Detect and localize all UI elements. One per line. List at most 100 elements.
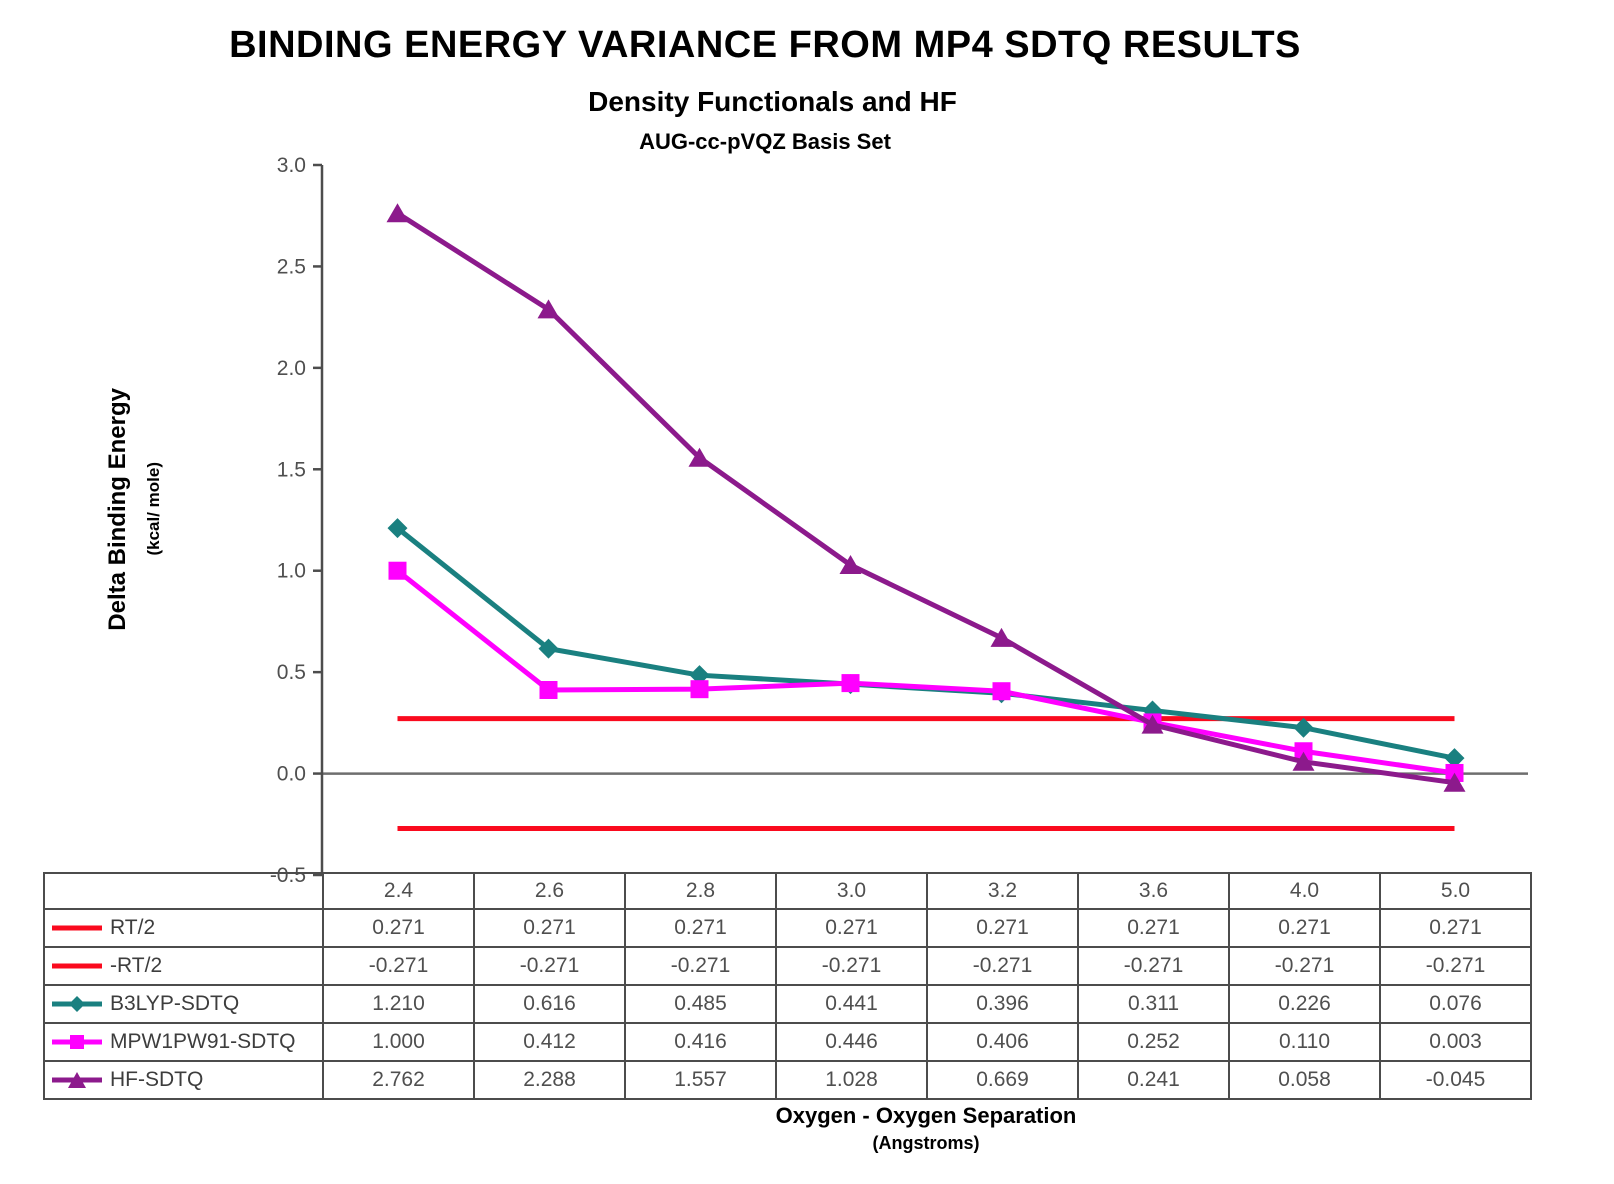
table-value-cell: 0.485 <box>624 984 777 1024</box>
table-value-cell: 0.271 <box>473 908 626 948</box>
table-value-cell: 0.441 <box>775 984 928 1024</box>
table-value-cell: 0.271 <box>1228 908 1381 948</box>
table-value-cell: 0.616 <box>473 984 626 1024</box>
category-header: 2.4 <box>322 872 475 910</box>
y-tick-label: 2.0 <box>277 357 306 380</box>
table-value-cell: 0.076 <box>1379 984 1532 1024</box>
legend-cell: MPW1PW91-SDTQ <box>43 1022 324 1062</box>
table-value-cell: 0.252 <box>1077 1022 1230 1062</box>
table-row: HF-SDTQ 2.762 2.288 1.557 1.028 0.669 0.241 0.0… <box>43 1060 1532 1100</box>
chart-subtitle: Density Functionals and HF <box>588 86 957 117</box>
legend-cell: B3LYP-SDTQ <box>43 984 324 1024</box>
y-tick-label: 2.5 <box>277 255 306 278</box>
square-marker <box>539 680 558 699</box>
table-value-cell: 0.110 <box>1228 1022 1381 1062</box>
table-row: RT/2 0.271 0.271 0.271 0.271 0.271 0.271 0.271 0… <box>43 908 1532 948</box>
series-line <box>395 568 1455 776</box>
table-value-cell: 2.762 <box>322 1060 475 1100</box>
y-tick-label: 0.5 <box>277 661 306 684</box>
series-line <box>395 526 1455 761</box>
table-value-cell: 0.271 <box>1077 908 1230 948</box>
table-value-cell: 0.271 <box>1379 908 1532 948</box>
table-value-cell: 0.396 <box>926 984 1079 1024</box>
table-row: MPW1PW91-SDTQ 1.000 0.412 0.416 0.446 0.406 0.… <box>43 1022 1532 1062</box>
series-line <box>396 211 1455 786</box>
square-marker <box>690 680 709 699</box>
triangle-marker <box>839 555 862 575</box>
legend-label: RT/2 <box>110 916 156 939</box>
legend-cell: RT/2 <box>43 908 324 948</box>
x-axis-title: Oxygen - Oxygen Separation <box>775 1103 1077 1128</box>
legend-label: HF-SDTQ <box>110 1068 204 1091</box>
table-value-cell: -0.271 <box>322 946 475 986</box>
table-row: B3LYP-SDTQ 1.210 0.616 0.485 0.441 0.396 0.311… <box>43 984 1532 1024</box>
series-MPW1PW91-SDTQ <box>388 561 1464 782</box>
legend-key-icon <box>52 1072 102 1088</box>
series-B3LYP-SDTQ <box>387 518 1465 769</box>
table-value-cell: 0.669 <box>926 1060 1079 1100</box>
table-value-cell: 1.028 <box>775 1060 928 1100</box>
diamond-marker <box>1444 748 1465 769</box>
diamond-marker <box>538 638 559 659</box>
diamond-marker <box>1293 717 1314 738</box>
table-value-cell: 1.000 <box>322 1022 475 1062</box>
y-tick-label: 3.0 <box>277 154 306 177</box>
table-value-cell: 0.412 <box>473 1022 626 1062</box>
y-tick-label: 1.0 <box>277 560 306 583</box>
category-header: 2.8 <box>624 872 777 910</box>
table-value-cell: 0.226 <box>1228 984 1381 1024</box>
chart-basis-set-label: AUG-cc-pVQZ Basis Set <box>639 129 891 154</box>
square-marker <box>388 561 407 580</box>
category-header: 3.6 <box>1077 872 1230 910</box>
legend-label: -RT/2 <box>110 954 163 977</box>
table-value-cell: 0.416 <box>624 1022 777 1062</box>
category-header: 3.0 <box>775 872 928 910</box>
y-tick-label: 1.5 <box>277 458 306 481</box>
table-value-cell: 0.003 <box>1379 1022 1532 1062</box>
x-axis-title-block: Oxygen - Oxygen Separation (Angstroms) <box>322 1103 1530 1154</box>
category-header: 4.0 <box>1228 872 1381 910</box>
category-header: 5.0 <box>1379 872 1532 910</box>
legend-key-icon <box>52 1035 102 1049</box>
table-value-cell: 0.446 <box>775 1022 928 1062</box>
triangle-marker <box>1443 772 1466 792</box>
legend-key-icon <box>52 996 102 1012</box>
legend-key-icon <box>52 963 102 969</box>
triangle-marker <box>537 299 560 319</box>
triangle-marker <box>1141 714 1164 734</box>
table-value-cell: -0.271 <box>775 946 928 986</box>
legend-cell: -RT/2 <box>43 946 324 986</box>
y-axis-units: (kcal/ mole) <box>144 462 163 556</box>
category-header: 2.6 <box>473 872 626 910</box>
table-value-cell: 0.271 <box>322 908 475 948</box>
triangle-marker <box>990 627 1013 647</box>
triangle-marker <box>386 203 409 223</box>
category-header: 3.2 <box>926 872 1079 910</box>
chart-data-table: 2.4 2.6 2.8 3.0 3.2 3.6 4.0 5.0 RT/2 0.271 0.271 0.… <box>43 872 1532 1100</box>
legend-label: B3LYP-SDTQ <box>110 992 240 1015</box>
table-value-cell: 0.406 <box>926 1022 1079 1062</box>
table-value-cell: -0.271 <box>624 946 777 986</box>
table-value-cell: 0.311 <box>1077 984 1230 1024</box>
square-marker <box>841 674 860 693</box>
chart-title: BINDING ENERGY VARIANCE FROM MP4 SDTQ RE… <box>229 24 1301 66</box>
table-value-cell: 0.058 <box>1228 1060 1381 1100</box>
y-tick-label: 0.0 <box>277 763 306 786</box>
plot-area: 3.02.52.01.51.00.50.0-0.5 <box>270 154 1528 887</box>
legend-key-icon <box>52 925 102 931</box>
x-axis-units: (Angstroms) <box>872 1133 980 1153</box>
square-marker <box>992 682 1011 701</box>
data-table: 2.4 2.6 2.8 3.0 3.2 3.6 4.0 5.0 RT/2 0.271 0.271 0.… <box>43 872 1532 1100</box>
table-value-cell: 1.557 <box>624 1060 777 1100</box>
table-value-cell: -0.045 <box>1379 1060 1532 1100</box>
series-HF-SDTQ <box>386 203 1466 792</box>
table-value-cell: 1.210 <box>322 984 475 1024</box>
triangle-marker <box>688 447 711 467</box>
square-marker <box>1294 742 1313 761</box>
table-value-cell: -0.271 <box>926 946 1079 986</box>
table-value-cell: -0.271 <box>1077 946 1230 986</box>
table-value-cell: -0.271 <box>1379 946 1532 986</box>
table-value-cell: 2.288 <box>473 1060 626 1100</box>
table-row: -RT/2 -0.271 -0.271 -0.271 -0.271 -0.271 -0.27… <box>43 946 1532 986</box>
